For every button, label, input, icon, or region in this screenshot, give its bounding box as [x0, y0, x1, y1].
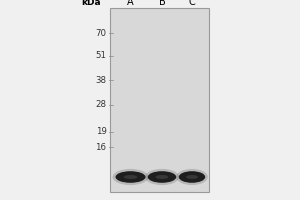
- Text: 28: 28: [95, 100, 106, 109]
- Ellipse shape: [176, 169, 208, 185]
- Text: 51: 51: [95, 51, 106, 60]
- Ellipse shape: [112, 169, 148, 185]
- Text: B: B: [159, 0, 165, 7]
- Text: kDa: kDa: [81, 0, 100, 7]
- Ellipse shape: [186, 175, 198, 179]
- Text: C: C: [189, 0, 195, 7]
- Text: A: A: [127, 0, 134, 7]
- Text: 38: 38: [95, 76, 106, 85]
- Text: 19: 19: [96, 128, 106, 136]
- Ellipse shape: [148, 171, 176, 183]
- Ellipse shape: [116, 171, 146, 183]
- Ellipse shape: [145, 169, 179, 185]
- Bar: [110, 8, 208, 192]
- Ellipse shape: [179, 171, 205, 183]
- Text: 70: 70: [95, 28, 106, 38]
- Text: 16: 16: [95, 142, 106, 152]
- Ellipse shape: [124, 175, 137, 179]
- Ellipse shape: [156, 175, 168, 179]
